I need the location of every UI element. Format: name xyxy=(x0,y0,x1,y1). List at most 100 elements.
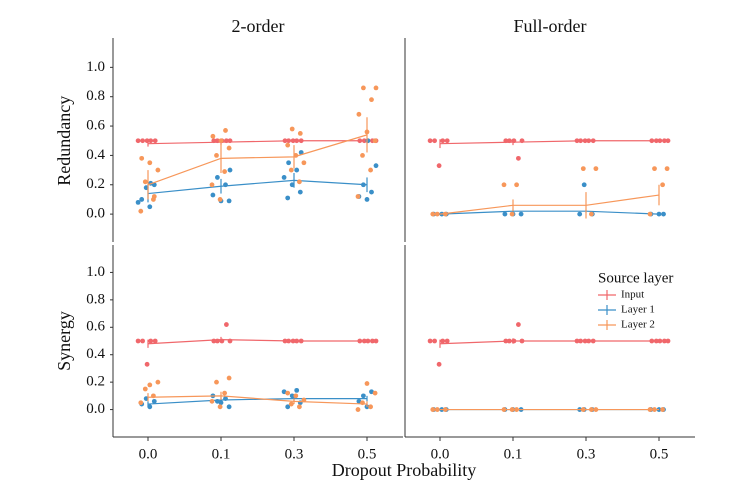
data-point xyxy=(661,211,666,217)
data-point xyxy=(298,150,304,155)
data-point xyxy=(665,338,671,344)
data-point xyxy=(652,166,657,172)
y-tick-label: 1.0 xyxy=(86,264,105,280)
data-point xyxy=(514,182,519,188)
panel-title: 2-order xyxy=(232,16,285,36)
data-point xyxy=(140,138,146,144)
data-point xyxy=(138,400,144,406)
y-tick-label: 0.8 xyxy=(86,291,105,307)
data-point xyxy=(285,390,291,396)
data-point xyxy=(432,138,437,144)
data-point xyxy=(662,338,667,344)
data-point xyxy=(214,153,219,158)
data-point xyxy=(444,138,450,144)
data-point xyxy=(373,163,379,169)
data-point xyxy=(217,404,223,410)
data-point xyxy=(370,338,375,344)
series-line xyxy=(147,398,367,405)
data-point xyxy=(226,404,232,410)
data-point xyxy=(155,167,161,173)
data-point xyxy=(211,338,217,344)
data-point xyxy=(285,404,291,410)
data-point xyxy=(361,85,366,91)
data-point xyxy=(139,197,145,202)
data-point xyxy=(516,155,521,161)
legend-title: Source layer xyxy=(598,270,673,286)
data-point xyxy=(593,166,599,172)
data-point xyxy=(288,167,294,173)
y-axis-label: Synergy xyxy=(54,311,74,371)
data-point xyxy=(151,194,157,199)
data-point xyxy=(665,138,671,144)
data-point xyxy=(144,361,150,367)
y-axis-label: Redundancy xyxy=(54,96,74,186)
x-tick-label: 0.1 xyxy=(504,446,523,462)
data-point xyxy=(430,407,436,412)
data-point xyxy=(142,386,148,392)
legend-label: Layer 2 xyxy=(621,319,655,331)
data-point xyxy=(444,338,450,344)
x-tick-label: 0.5 xyxy=(358,446,377,462)
data-point xyxy=(223,128,228,133)
y-tick-label: 0.2 xyxy=(86,374,105,390)
data-point xyxy=(218,138,224,144)
data-point xyxy=(364,197,370,202)
series-line xyxy=(147,134,368,186)
data-point xyxy=(297,179,302,185)
series-line xyxy=(147,140,367,145)
data-point xyxy=(142,179,148,185)
data-point xyxy=(516,322,521,327)
data-point xyxy=(660,182,665,188)
data-point xyxy=(365,138,371,144)
data-point xyxy=(434,211,440,217)
data-point xyxy=(151,398,157,404)
y-tick-label: 0.8 xyxy=(86,88,105,104)
y-tick-label: 0.4 xyxy=(86,346,105,362)
data-point xyxy=(294,167,300,173)
y-tick-label: 0.6 xyxy=(86,319,105,335)
y-tick-label: 0.0 xyxy=(86,206,105,222)
data-point xyxy=(518,211,524,217)
series-line xyxy=(147,179,368,195)
data-point xyxy=(135,338,141,344)
data-point xyxy=(440,138,446,144)
data-point xyxy=(288,401,294,407)
data-point xyxy=(148,138,154,144)
data-point xyxy=(209,398,215,404)
data-point xyxy=(285,195,291,201)
data-point xyxy=(224,322,229,327)
data-point xyxy=(210,133,216,139)
panel-title: Full-order xyxy=(514,16,587,36)
data-point xyxy=(647,211,653,217)
data-point xyxy=(355,407,361,412)
data-point xyxy=(151,182,157,188)
data-point xyxy=(214,379,219,385)
data-point xyxy=(436,361,442,367)
data-point xyxy=(138,208,144,214)
data-point xyxy=(152,338,158,344)
data-point xyxy=(293,393,299,399)
data-point xyxy=(427,138,433,144)
data-point xyxy=(356,111,362,117)
y-tick-label: 0.6 xyxy=(86,117,105,133)
data-point xyxy=(281,389,287,395)
data-point xyxy=(430,211,436,217)
data-point xyxy=(581,182,587,188)
series-line xyxy=(147,395,368,405)
data-point xyxy=(147,382,153,388)
data-point xyxy=(147,404,153,410)
data-point xyxy=(364,381,370,386)
x-tick-label: 0.0 xyxy=(139,446,158,462)
data-point xyxy=(297,404,302,410)
data-point xyxy=(135,199,141,205)
series-line xyxy=(439,140,659,145)
data-point xyxy=(427,338,433,344)
data-point xyxy=(281,175,287,180)
data-point xyxy=(369,97,374,103)
data-point xyxy=(217,197,223,202)
y-tick-label: 0.2 xyxy=(86,176,105,192)
data-point xyxy=(368,404,373,410)
data-point xyxy=(139,155,145,161)
y-tick-label: 0.0 xyxy=(86,401,105,417)
data-point xyxy=(372,390,378,396)
